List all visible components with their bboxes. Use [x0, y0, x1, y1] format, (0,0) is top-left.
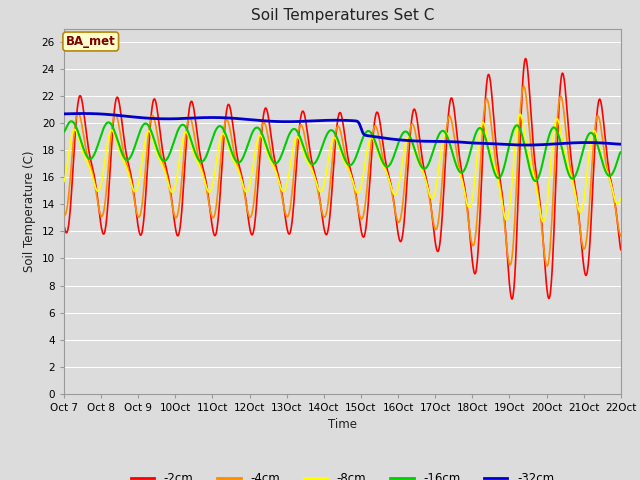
Text: BA_met: BA_met [66, 35, 116, 48]
Legend: -2cm, -4cm, -8cm, -16cm, -32cm: -2cm, -4cm, -8cm, -16cm, -32cm [126, 468, 559, 480]
Title: Soil Temperatures Set C: Soil Temperatures Set C [251, 9, 434, 24]
X-axis label: Time: Time [328, 418, 357, 431]
Y-axis label: Soil Temperature (C): Soil Temperature (C) [23, 150, 36, 272]
